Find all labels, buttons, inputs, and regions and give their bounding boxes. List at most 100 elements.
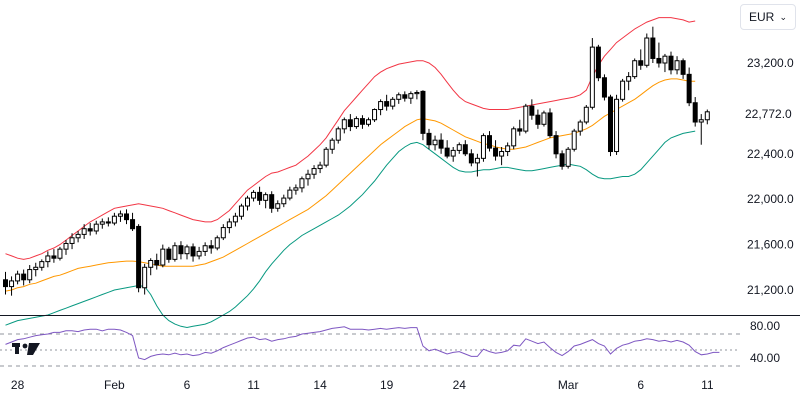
candle — [33, 262, 39, 277]
candle-body — [620, 80, 626, 100]
candle-body — [414, 92, 420, 95]
candle — [595, 44, 601, 82]
candle-body — [69, 237, 75, 244]
candle-body — [511, 128, 517, 147]
candle-body — [3, 279, 8, 288]
candle — [444, 140, 450, 159]
candle-body — [214, 237, 220, 249]
candle — [51, 249, 57, 263]
currency-selector[interactable]: EUR ⌄ — [740, 4, 796, 30]
candle-body — [420, 90, 426, 134]
candle — [493, 140, 499, 161]
candle-body — [323, 148, 329, 166]
candle-body — [39, 261, 45, 268]
candle-body — [160, 248, 166, 266]
candle-body — [571, 130, 577, 150]
candle — [142, 263, 148, 295]
candle — [172, 242, 178, 262]
candle-body — [589, 46, 595, 108]
tv-logo-icon[interactable] — [12, 343, 40, 355]
candle-body — [632, 60, 638, 78]
candle — [166, 246, 172, 263]
candle — [468, 149, 474, 167]
candle — [571, 128, 577, 152]
candle-body — [487, 135, 492, 149]
candle — [650, 26, 656, 63]
candle-body — [426, 132, 432, 146]
candle-body — [99, 221, 105, 225]
candle-body — [601, 77, 607, 98]
candle — [220, 224, 226, 241]
candle — [474, 153, 480, 177]
candle-body — [45, 255, 51, 263]
candle-body — [408, 93, 414, 99]
candle — [499, 146, 505, 166]
candle-body — [366, 119, 371, 125]
candle — [130, 212, 136, 231]
candle — [208, 240, 214, 254]
candle-body — [15, 273, 21, 282]
candle-body — [359, 118, 365, 125]
candle-body — [390, 98, 396, 107]
candle-body — [232, 215, 238, 223]
candle — [541, 110, 547, 127]
candle — [245, 195, 250, 211]
time-axis: 28 Feb 6 11 14 19 24 Mar 6 11 — [11, 378, 714, 392]
candle-body — [553, 135, 559, 155]
candle-body — [698, 119, 704, 123]
candle-body — [196, 250, 202, 257]
candle-body — [692, 102, 698, 123]
candle — [366, 117, 371, 127]
candle-body — [384, 101, 390, 107]
candle-body — [81, 228, 87, 235]
candle-body — [136, 225, 142, 289]
candle — [359, 115, 365, 129]
candle — [456, 142, 462, 154]
candle — [517, 119, 523, 136]
candle — [63, 240, 69, 255]
candle-body — [21, 273, 27, 281]
candle-body — [529, 105, 535, 116]
candle — [462, 140, 468, 157]
candle — [202, 242, 208, 256]
candle — [583, 104, 589, 125]
candle — [281, 194, 287, 208]
time-tick-label: 19 — [380, 378, 394, 392]
candle — [353, 116, 359, 129]
candle — [608, 94, 613, 157]
candle — [553, 131, 559, 159]
candle-body — [111, 215, 117, 224]
candle-body — [166, 248, 172, 260]
candle — [668, 51, 674, 75]
candle-body — [335, 128, 341, 141]
candle — [45, 251, 51, 268]
candle-body — [347, 119, 353, 128]
candle-body — [263, 194, 269, 201]
candle-body — [93, 223, 99, 232]
candle — [698, 114, 704, 145]
candle — [136, 224, 142, 293]
candle-body — [27, 269, 33, 281]
candle — [305, 169, 311, 186]
candle — [692, 97, 698, 127]
time-tick-label: 11 — [247, 378, 260, 392]
candle-body — [499, 151, 505, 157]
candle — [251, 190, 257, 202]
candle — [299, 176, 305, 193]
candle-body — [105, 221, 111, 224]
candle-body — [287, 189, 293, 199]
candle — [638, 49, 644, 70]
candle-body — [680, 60, 686, 75]
candle — [438, 133, 444, 154]
candle — [390, 97, 396, 110]
price-tick-label: 22,000.0 — [747, 192, 794, 206]
candle — [275, 200, 281, 212]
candle — [214, 235, 220, 251]
candle-body — [396, 94, 402, 100]
candle-body — [444, 147, 450, 157]
candle — [117, 210, 123, 222]
candle — [39, 259, 45, 271]
candle-body — [329, 139, 335, 150]
candle — [317, 161, 323, 174]
